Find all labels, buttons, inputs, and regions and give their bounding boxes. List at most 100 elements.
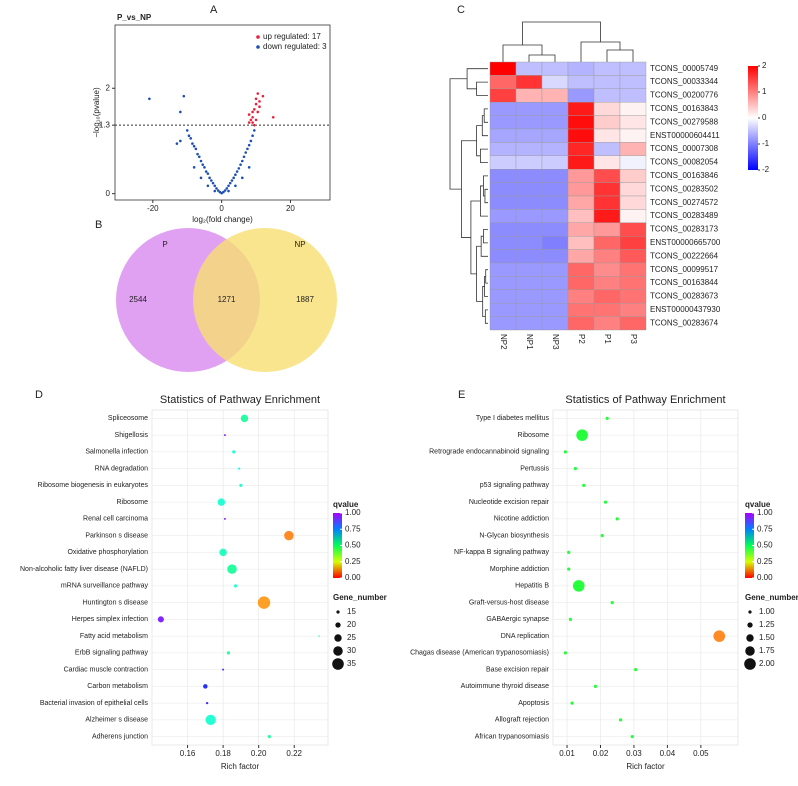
heatmap-cell [567, 182, 595, 197]
category-label: Huntington s disease [83, 599, 148, 606]
heatmap-cell [489, 316, 517, 331]
point [254, 97, 258, 101]
point [253, 123, 256, 127]
point [196, 152, 199, 156]
heatmap-cell [515, 249, 543, 264]
category-label: Salmonella infection [85, 449, 148, 456]
heatmap-cell [567, 195, 595, 210]
heatmap-cell [515, 262, 543, 277]
x-axis-label: Rich factor [221, 762, 260, 771]
point [240, 159, 244, 163]
heatmap-cell [515, 209, 543, 223]
point [182, 94, 186, 98]
heatmap-cell [593, 276, 621, 290]
point [246, 147, 249, 151]
heatmap-cell [489, 262, 517, 277]
heatmap-cell [619, 276, 647, 290]
size-legend-marker [334, 634, 342, 642]
bubble [605, 416, 609, 420]
heatmap-cell [515, 303, 543, 317]
heatmap-cell [515, 168, 543, 183]
x-tick-label: 0.04 [660, 749, 676, 758]
heatmap-cell [619, 61, 647, 76]
heatmap-cell [541, 289, 569, 304]
heatmap-cell [567, 316, 595, 331]
row-label: TCONS_00279588 [650, 117, 719, 126]
heatmap-cell [515, 316, 543, 331]
x-tick-label: 0.02 [593, 749, 609, 758]
bubble [157, 616, 164, 623]
category-label: Renal cell carcinoma [83, 516, 148, 523]
colorbar-tick-label: 0.25 [757, 557, 773, 566]
heatmap-cell [515, 88, 543, 103]
category-label: Type I diabetes mellitus [476, 415, 550, 422]
category-label: African trypanosomiasis [475, 733, 550, 740]
point [254, 118, 258, 122]
bubble [563, 651, 567, 655]
heatmap-cell [593, 316, 621, 331]
bubble [226, 651, 231, 655]
size-legend-marker [747, 622, 753, 628]
set-label: NP [294, 240, 305, 249]
heatmap-cell [541, 182, 569, 197]
bubble [600, 534, 604, 538]
heatmap-cell [567, 155, 595, 170]
heatmap-cell [541, 75, 569, 90]
bubble [573, 467, 578, 471]
point [247, 143, 251, 147]
row-label: ENST00000437930 [650, 305, 721, 314]
heatmap-cell [567, 115, 595, 130]
heatmap-cell [567, 142, 595, 156]
x-tick-label: 0.22 [286, 749, 302, 758]
heatmap-cell [515, 235, 543, 250]
heatmap-cell [541, 249, 569, 264]
panel-letter: E [458, 389, 465, 401]
heatmap-cell [515, 276, 543, 290]
row-label: TCONS_00007308 [650, 144, 719, 153]
heatmap-cell [489, 303, 517, 317]
heatmap-cell [541, 155, 569, 170]
row-label: TCONS_00163843 [650, 104, 719, 113]
panel-letter: A [210, 4, 218, 16]
category-label: Non-alcoholic fatty liver disease (NAFLD… [20, 566, 148, 573]
heatmap-cell [489, 88, 517, 103]
bubble [634, 668, 638, 672]
size-legend-marker [748, 610, 752, 614]
point [247, 113, 251, 116]
bubble [240, 414, 249, 423]
panel-letter: B [95, 219, 102, 231]
category-label: N-Glycan biosynthesis [479, 532, 549, 539]
bubble [618, 718, 623, 722]
point [261, 94, 265, 98]
bubble [610, 601, 614, 605]
bubble [318, 635, 320, 637]
colorbar-tick-label: 0.75 [345, 524, 361, 533]
point [204, 170, 208, 173]
size-legend-label: 1.00 [759, 607, 775, 616]
point [258, 100, 261, 103]
heatmap-cell [619, 168, 647, 183]
point [256, 110, 260, 114]
heatmap-cell [515, 128, 543, 143]
heatmap-cell [515, 155, 543, 170]
size-legend-label: 2.00 [759, 659, 775, 668]
row-label: TCONS_00274572 [650, 198, 719, 207]
heatmap-cell [541, 101, 569, 116]
row-dendrogram [449, 78, 468, 190]
point [230, 179, 234, 182]
heatmap-cell [515, 289, 543, 304]
point [251, 115, 254, 119]
heatmap-cell [593, 75, 621, 90]
point [216, 189, 220, 192]
column-label: P1 [603, 334, 612, 344]
category-label: DNA replication [501, 633, 549, 640]
size-legend-label: 20 [347, 620, 356, 629]
size-legend-marker [335, 622, 341, 628]
bubble [593, 684, 598, 688]
column-label: NP3 [551, 334, 560, 350]
size-legend-marker [333, 646, 343, 656]
point [251, 110, 254, 114]
row-label: TCONS_00163844 [650, 278, 719, 287]
heatmap-cell [619, 222, 647, 237]
category-label: Hepatitis B [515, 583, 549, 590]
